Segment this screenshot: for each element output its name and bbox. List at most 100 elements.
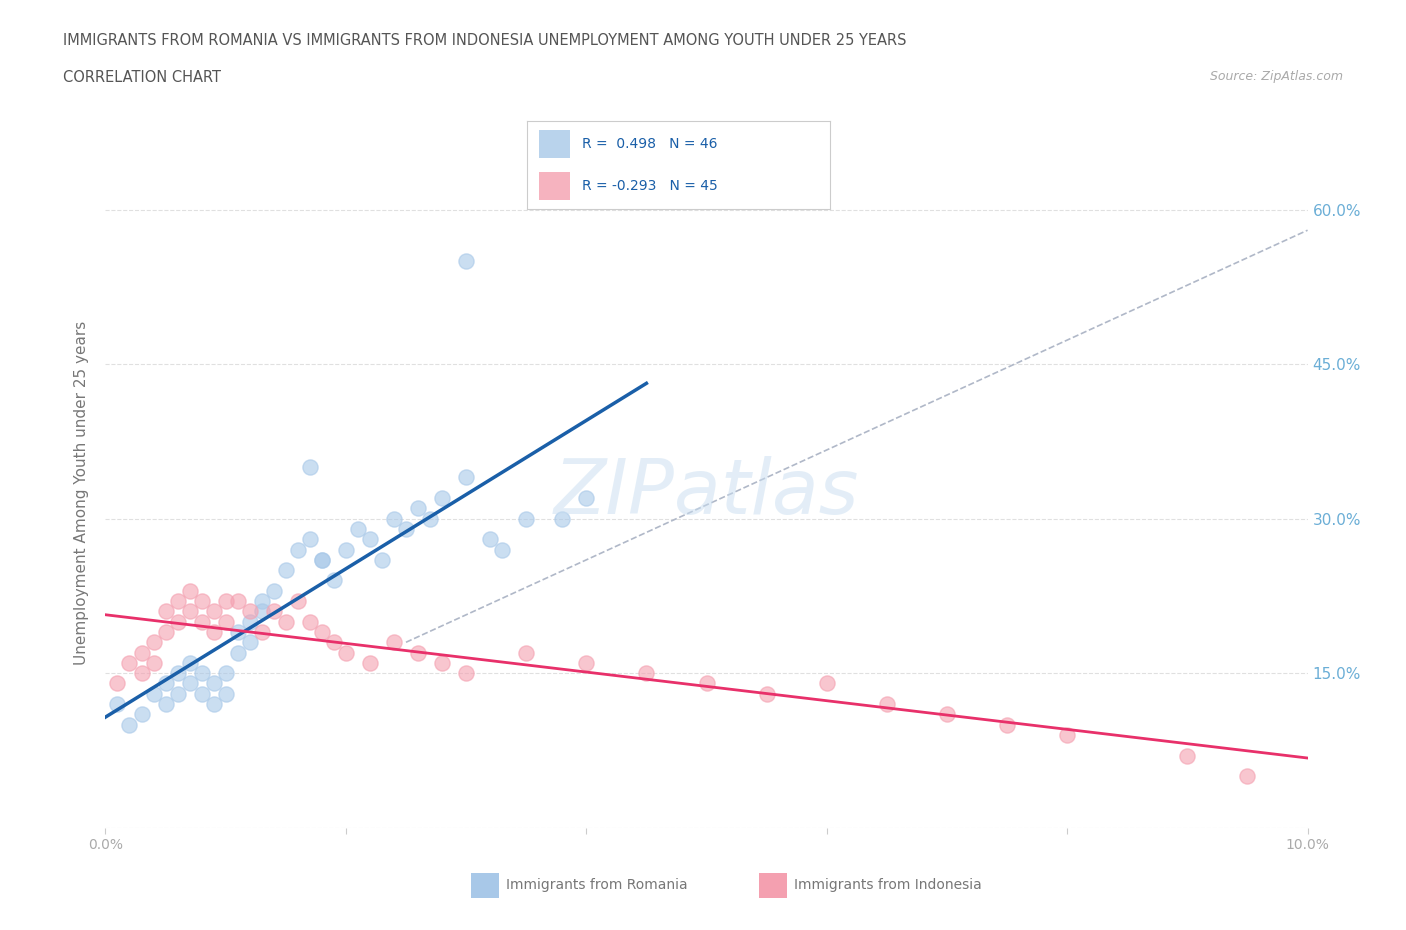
Point	[298, 532, 321, 547]
Point	[166, 686, 188, 701]
Point	[406, 645, 429, 660]
Point	[166, 666, 188, 681]
Point	[166, 593, 188, 608]
Point	[107, 676, 129, 691]
Point	[226, 645, 249, 660]
Point	[454, 470, 477, 485]
Point	[250, 593, 273, 608]
Y-axis label: Unemployment Among Youth under 25 years: Unemployment Among Youth under 25 years	[75, 321, 90, 665]
Point	[298, 614, 321, 629]
Point	[263, 604, 285, 618]
Point	[202, 604, 225, 618]
Point	[118, 656, 141, 671]
Point	[454, 254, 477, 269]
Point	[131, 645, 153, 660]
Point	[419, 512, 441, 526]
Point	[263, 583, 285, 598]
Point	[226, 625, 249, 640]
Point	[815, 676, 838, 691]
Text: R = -0.293   N = 45: R = -0.293 N = 45	[582, 179, 717, 193]
Point	[430, 491, 453, 506]
Point	[239, 614, 262, 629]
Point	[311, 552, 333, 567]
Text: Immigrants from Indonesia: Immigrants from Indonesia	[794, 878, 983, 893]
Point	[142, 656, 165, 671]
Point	[636, 666, 658, 681]
Point	[359, 656, 381, 671]
Point	[287, 593, 309, 608]
Point	[876, 697, 898, 711]
Point	[755, 686, 778, 701]
Point	[298, 459, 321, 474]
Point	[371, 552, 394, 567]
Text: Source: ZipAtlas.com: Source: ZipAtlas.com	[1209, 70, 1343, 83]
Point	[190, 614, 212, 629]
Point	[155, 625, 177, 640]
Point	[287, 542, 309, 557]
Text: R =  0.498   N = 46: R = 0.498 N = 46	[582, 137, 717, 151]
Point	[311, 552, 333, 567]
Point	[575, 491, 598, 506]
Point	[239, 635, 262, 650]
Point	[107, 697, 129, 711]
Point	[214, 686, 236, 701]
Point	[1175, 748, 1198, 763]
Point	[479, 532, 502, 547]
Text: CORRELATION CHART: CORRELATION CHART	[63, 70, 221, 85]
Point	[322, 635, 344, 650]
Point	[155, 676, 177, 691]
Point	[250, 604, 273, 618]
FancyBboxPatch shape	[540, 130, 569, 158]
Point	[995, 717, 1018, 732]
Point	[347, 522, 370, 537]
Point	[395, 522, 418, 537]
Point	[1236, 769, 1258, 784]
Text: IMMIGRANTS FROM ROMANIA VS IMMIGRANTS FROM INDONESIA UNEMPLOYMENT AMONG YOUTH UN: IMMIGRANTS FROM ROMANIA VS IMMIGRANTS FR…	[63, 33, 907, 47]
Point	[118, 717, 141, 732]
Point	[166, 614, 188, 629]
Point	[142, 635, 165, 650]
Point	[491, 542, 513, 557]
Point	[190, 686, 212, 701]
Point	[155, 697, 177, 711]
Point	[551, 512, 574, 526]
Point	[696, 676, 718, 691]
Point	[202, 697, 225, 711]
Text: ZIPatlas: ZIPatlas	[554, 456, 859, 530]
Point	[335, 542, 357, 557]
Point	[430, 656, 453, 671]
Point	[179, 604, 201, 618]
Point	[515, 645, 537, 660]
Point	[1056, 727, 1078, 742]
Point	[239, 604, 262, 618]
Point	[202, 625, 225, 640]
Point	[382, 512, 405, 526]
Point	[274, 563, 297, 578]
Point	[515, 512, 537, 526]
Point	[179, 676, 201, 691]
Point	[131, 707, 153, 722]
Point	[359, 532, 381, 547]
Point	[202, 676, 225, 691]
Point	[214, 614, 236, 629]
Text: Immigrants from Romania: Immigrants from Romania	[506, 878, 688, 893]
Point	[406, 501, 429, 516]
Point	[311, 625, 333, 640]
Point	[226, 593, 249, 608]
Point	[575, 656, 598, 671]
Point	[214, 666, 236, 681]
FancyBboxPatch shape	[540, 172, 569, 201]
Point	[250, 625, 273, 640]
Point	[142, 686, 165, 701]
Point	[454, 666, 477, 681]
Point	[382, 635, 405, 650]
Point	[131, 666, 153, 681]
Point	[322, 573, 344, 588]
Point	[190, 666, 212, 681]
Point	[936, 707, 959, 722]
Point	[179, 656, 201, 671]
Point	[274, 614, 297, 629]
Point	[214, 593, 236, 608]
Point	[335, 645, 357, 660]
Point	[190, 593, 212, 608]
